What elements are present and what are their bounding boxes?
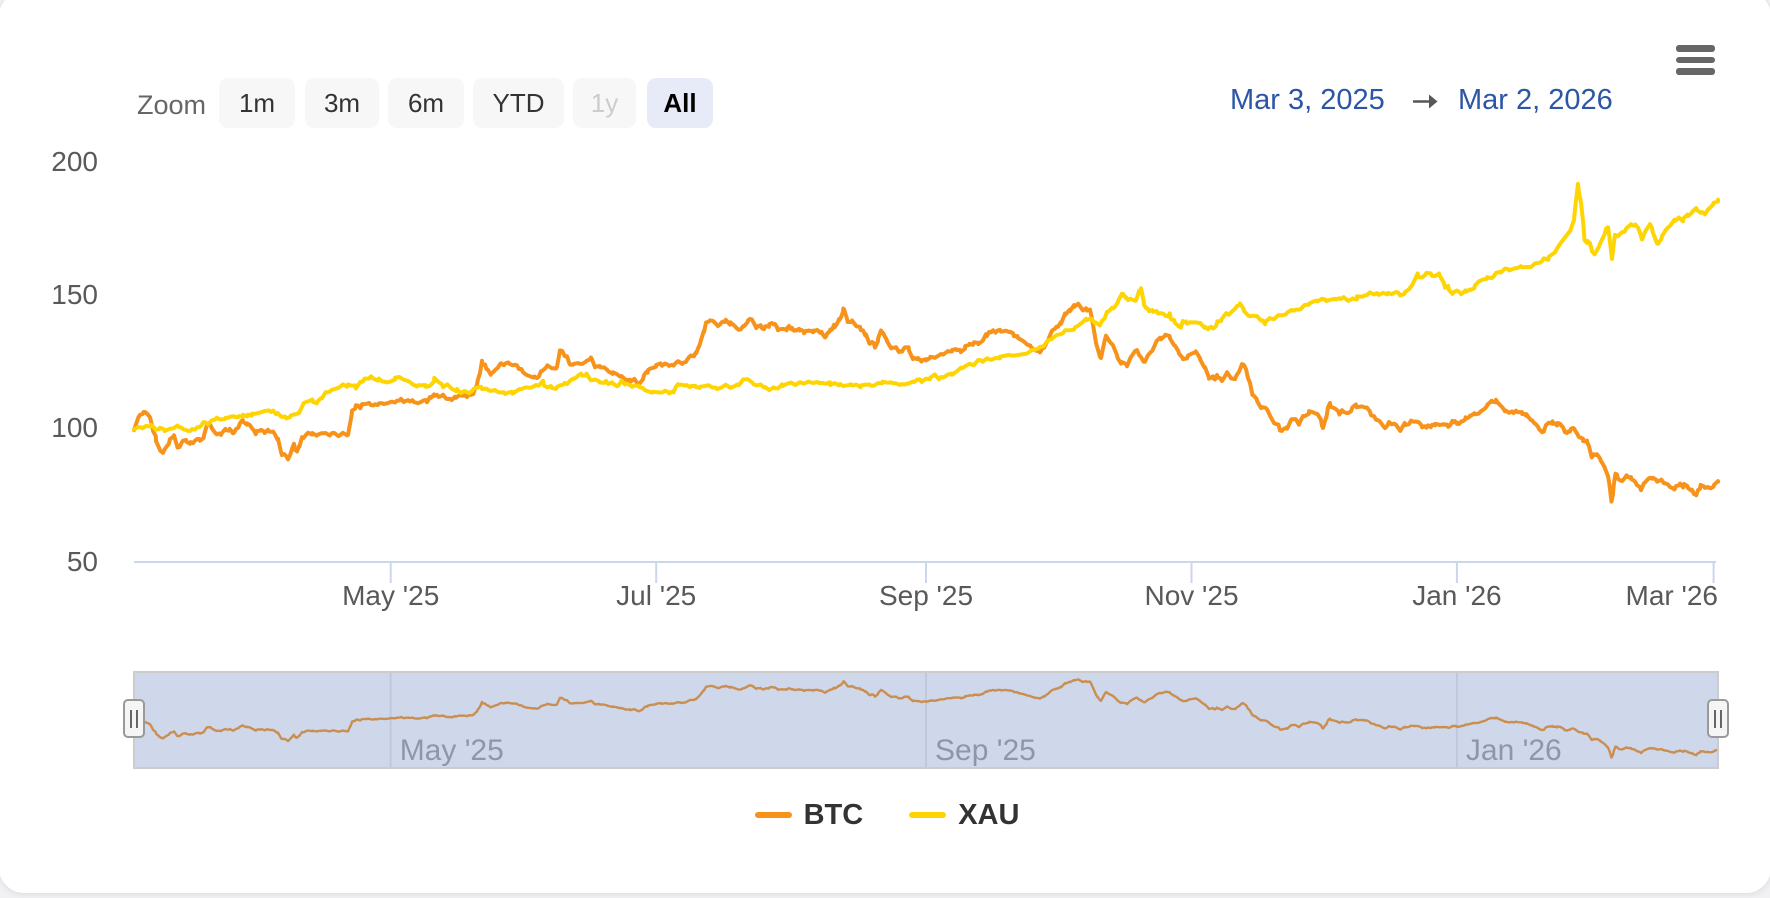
svg-text:Nov '25: Nov '25 [1144,580,1238,611]
svg-text:Sep '25: Sep '25 [879,580,973,611]
svg-text:Jul '25: Jul '25 [616,580,696,611]
svg-text:May '25: May '25 [400,734,504,767]
svg-text:May '25: May '25 [342,580,439,611]
svg-text:150: 150 [51,279,98,310]
svg-text:100: 100 [51,412,98,443]
svg-text:50: 50 [67,546,98,577]
svg-text:Mar '26: Mar '26 [1626,580,1719,611]
svg-text:Sep '25: Sep '25 [935,734,1036,767]
svg-text:200: 200 [51,146,98,177]
svg-text:Jan '26: Jan '26 [1466,734,1562,767]
svg-text:Jan '26: Jan '26 [1412,580,1501,611]
